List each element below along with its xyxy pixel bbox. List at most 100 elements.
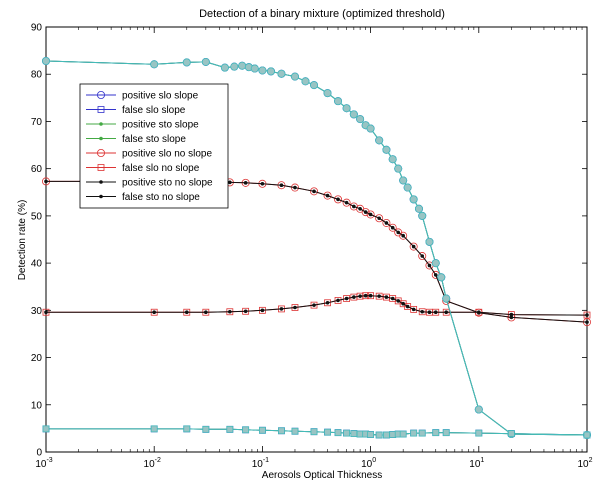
y-tick-label: 90 (31, 23, 43, 34)
data-point (399, 430, 407, 438)
data-point (382, 218, 391, 227)
data-point (384, 295, 389, 299)
data-point (344, 296, 349, 301)
data-point (388, 155, 397, 164)
legend-label: positive sto slope (122, 120, 199, 131)
data-point (42, 57, 51, 66)
y-tick-label: 20 (31, 353, 43, 364)
data-point (42, 425, 50, 433)
data-point (418, 252, 427, 261)
data-point (431, 259, 440, 268)
legend: positive slo slope false slo slope positiv… (79, 83, 229, 209)
data-point (418, 211, 427, 220)
y-tick-label: 30 (31, 306, 43, 317)
data-point (44, 179, 48, 184)
data-point (323, 89, 332, 98)
data-point (349, 110, 358, 119)
y-tick-label: 40 (31, 259, 43, 270)
data-point (243, 181, 248, 185)
legend-box (79, 83, 229, 209)
data-point (201, 57, 210, 66)
data-point (204, 310, 208, 315)
data-point (310, 81, 319, 90)
data-point (323, 191, 332, 200)
data-point (258, 66, 267, 75)
data-point (399, 176, 408, 185)
data-point (184, 310, 189, 315)
data-point (432, 429, 440, 437)
data-point (325, 300, 330, 305)
data-point (182, 58, 191, 67)
data-point (410, 305, 418, 313)
legend-item: false slo no slope (86, 163, 200, 174)
data-point (358, 207, 362, 211)
legend-item: positive slo slope (86, 91, 199, 102)
data-point (310, 428, 318, 436)
data-point (278, 427, 285, 435)
data-point (396, 299, 401, 303)
data-point (420, 254, 425, 258)
data-point (414, 204, 423, 213)
data-point (202, 425, 210, 433)
data-point (243, 309, 248, 314)
legend-label: false slo slope (122, 105, 186, 116)
data-point (293, 185, 297, 190)
legend-marker (97, 91, 106, 100)
data-point (444, 310, 449, 315)
data-point (258, 426, 266, 434)
data-point (336, 298, 340, 303)
data-point (396, 230, 401, 235)
data-point (312, 189, 316, 194)
data-point (352, 295, 356, 299)
data-point (342, 104, 351, 113)
y-axis-label: Detection rate (%) (17, 200, 28, 281)
x-tick-label: 102 (577, 457, 592, 470)
data-point (312, 303, 316, 307)
legend-marker (97, 164, 105, 171)
y-tick-label: 80 (31, 70, 43, 81)
data-point (390, 296, 395, 301)
data-point (356, 115, 365, 124)
data-point (266, 67, 275, 76)
chart-title: Detection of a binary mixture (optimized… (199, 8, 445, 20)
data-point (290, 183, 299, 192)
data-point (44, 310, 48, 315)
x-tick-label: 10-3 (35, 457, 52, 470)
data-point (279, 183, 284, 187)
data-point (410, 429, 418, 437)
data-point (230, 62, 239, 71)
data-point (507, 430, 515, 437)
data-point (228, 309, 232, 314)
data-point (368, 212, 373, 217)
legend-item: false slo slope (86, 105, 186, 116)
legend-marker (99, 122, 103, 126)
data-point (226, 425, 234, 433)
data-point (310, 187, 319, 196)
series-9 (42, 425, 591, 439)
data-point (384, 221, 389, 225)
legend-marker (99, 194, 103, 199)
data-point (409, 195, 418, 204)
data-point (401, 301, 405, 306)
data-point (388, 223, 397, 232)
data-point (583, 431, 591, 439)
data-point (343, 295, 350, 302)
data-point (279, 307, 284, 311)
data-point (367, 431, 375, 438)
data-point (242, 426, 250, 434)
data-point (509, 315, 514, 320)
data-point (427, 310, 432, 315)
x-tick-label: 101 (469, 457, 484, 470)
data-point (433, 273, 438, 277)
data-point (585, 313, 589, 317)
data-point (183, 425, 191, 433)
data-point (475, 429, 483, 437)
legend-label: positive slo no slope (122, 149, 212, 160)
data-point (150, 425, 158, 433)
legend-label: false sto slope (122, 134, 186, 145)
data-point (334, 195, 343, 204)
data-point (403, 183, 412, 192)
data-point (442, 429, 450, 437)
data-point (361, 208, 370, 217)
